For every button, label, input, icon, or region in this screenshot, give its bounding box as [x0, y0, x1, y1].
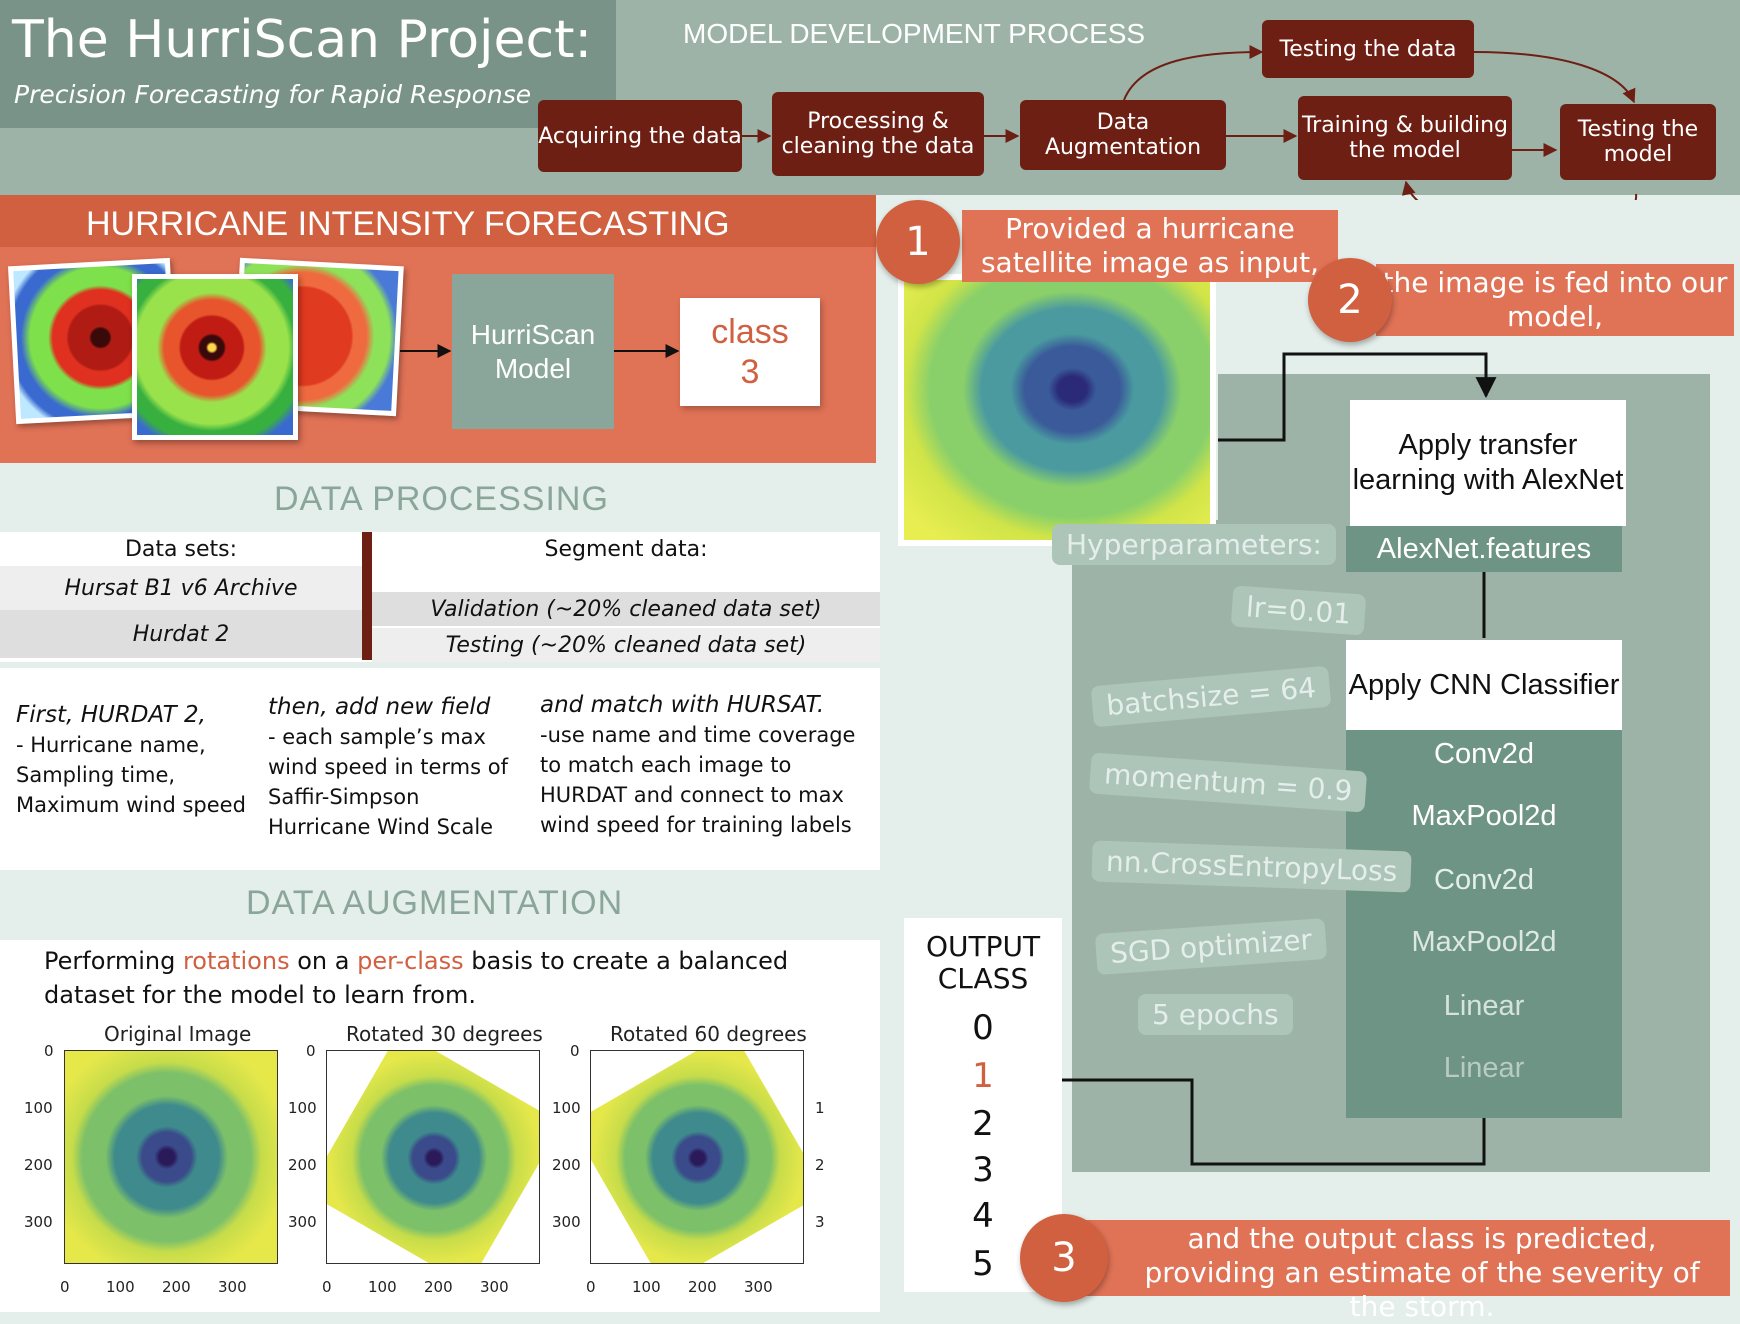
step3-callout: and the output class is predicted, provi… — [1086, 1220, 1730, 1323]
dataset-row: Hurdat 2 — [0, 610, 362, 658]
process-title: MODEL DEVELOPMENT PROCESS — [683, 18, 1146, 49]
tick-label: 0 — [586, 1278, 596, 1296]
step1-callout: Provided a hurricane satellite image as … — [962, 210, 1338, 282]
data-processing-title: DATA PROCESSING — [274, 480, 609, 518]
segment-row: Validation (~20% cleaned data set) — [372, 592, 880, 626]
output-class-header: OUTPUT CLASS — [904, 918, 1062, 1008]
plot-title-rot30: Rotated 30 degrees — [346, 1022, 543, 1046]
poster-subtitle: Precision Forecasting for Rapid Response — [14, 80, 532, 109]
hyperparam-epochs: 5 epochs — [1138, 994, 1293, 1035]
tick-label: 0 — [570, 1042, 580, 1060]
tick-label: 200 — [24, 1156, 53, 1174]
cnn-classifier-box: Apply CNN Classifier — [1346, 640, 1622, 730]
forecasting-arrows — [400, 344, 680, 358]
tick-label: 300 — [480, 1278, 509, 1296]
title-panel — [0, 0, 616, 128]
output-class-item: 2 — [972, 1104, 994, 1144]
processing-step-3: and match with HURSAT. -use name and tim… — [540, 692, 856, 837]
plot-title-original: Original Image — [104, 1022, 252, 1046]
processing-step-2: then, add new field - each sample’s max … — [268, 694, 508, 839]
class-value: 3 — [740, 353, 760, 391]
tick-label: 200 — [162, 1278, 191, 1296]
tick-label: 3 — [815, 1213, 825, 1231]
tick-label: 100 — [368, 1278, 397, 1296]
class-output-box: class 3 — [680, 298, 820, 406]
plot-rotated-30 — [326, 1050, 540, 1264]
output-class-item: 0 — [972, 1008, 994, 1048]
forecasting-header — [0, 195, 876, 247]
step1-badge: 1 — [876, 200, 960, 284]
tick-label: 0 — [44, 1042, 54, 1060]
plot-rotated-60 — [590, 1050, 804, 1264]
process-arrows — [742, 45, 1638, 200]
step2-callout: the image is fed into our model, — [1376, 264, 1734, 336]
satellite-thumb-2 — [132, 274, 298, 440]
data-augmentation-title: DATA AUGMENTATION — [246, 884, 624, 922]
layer-maxpool2d: MaxPool2d — [1411, 800, 1557, 832]
tick-label: 300 — [218, 1278, 247, 1296]
layer-linear: Linear — [1443, 990, 1525, 1022]
step-processing: Processing & cleaning the data — [772, 92, 984, 176]
output-class-item: 5 — [972, 1244, 994, 1284]
tick-label: 0 — [306, 1042, 316, 1060]
tick-label: 0 — [60, 1278, 70, 1296]
tick-label: 200 — [552, 1156, 581, 1174]
step-augmentation: Data Augmentation — [1020, 100, 1226, 170]
tick-label: 300 — [288, 1213, 317, 1231]
tick-label: 100 — [24, 1099, 53, 1117]
tick-label: 300 — [24, 1213, 53, 1231]
tick-label: 100 — [552, 1099, 581, 1117]
step-testing-data: Testing the data — [1262, 20, 1474, 78]
forecasting-title: HURRICANE INTENSITY FORECASTING — [86, 205, 730, 243]
table-divider — [362, 532, 372, 660]
cnn-layers-panel — [1346, 730, 1622, 1118]
step-training: Training & building the model — [1298, 96, 1512, 180]
layer-maxpool2d: MaxPool2d — [1411, 926, 1557, 958]
hyperparameters-title: Hyperparameters: — [1052, 524, 1336, 565]
transfer-learning-box: Apply transfer learning with AlexNet — [1350, 400, 1626, 526]
tick-label: 100 — [632, 1278, 661, 1296]
step-acquiring: Acquiring the data — [538, 100, 742, 172]
input-satellite-image — [898, 274, 1216, 546]
datasets-header: Data sets: — [124, 536, 238, 562]
tick-label: 200 — [288, 1156, 317, 1174]
tick-label: 1 — [815, 1099, 825, 1117]
tick-label: 2 — [815, 1156, 825, 1174]
processing-step-1: First, HURDAT 2, - Hurricane name, Sampl… — [16, 702, 246, 817]
step3-badge: 3 — [1020, 1214, 1108, 1302]
tick-label: 300 — [744, 1278, 773, 1296]
layer-linear: Linear — [1443, 1052, 1525, 1084]
output-class-item: 3 — [972, 1150, 994, 1190]
processing-steps-panel — [0, 668, 880, 870]
tick-label: 200 — [688, 1278, 717, 1296]
layer-conv2d: Conv2d — [1434, 738, 1534, 770]
step-testing-model: Testing the model — [1560, 104, 1716, 180]
tick-label: 100 — [106, 1278, 135, 1296]
tick-label: 100 — [288, 1099, 317, 1117]
poster-title: The HurriScan Project: — [12, 10, 592, 70]
tick-label: 300 — [552, 1213, 581, 1231]
class-word: class — [711, 313, 789, 351]
segment-row: Testing (~20% cleaned data set) — [372, 628, 880, 662]
tick-label: 200 — [424, 1278, 453, 1296]
dataset-row: Hursat B1 v6 Archive — [0, 566, 362, 610]
plot-original — [64, 1050, 278, 1264]
output-class-item-selected: 1 — [972, 1056, 994, 1096]
step2-badge: 2 — [1308, 258, 1392, 342]
tick-label: 0 — [322, 1278, 332, 1296]
segment-header: Segment data: — [544, 536, 708, 562]
layer-conv2d: Conv2d — [1434, 864, 1534, 896]
alexnet-features: AlexNet.features — [1346, 526, 1622, 572]
output-class-item: 4 — [972, 1196, 994, 1236]
plot-title-rot60: Rotated 60 degrees — [610, 1022, 807, 1046]
augmentation-description: Performing rotations on a per-class basi… — [44, 947, 789, 1009]
hurriscan-model-box: HurriScan Model — [452, 274, 614, 429]
